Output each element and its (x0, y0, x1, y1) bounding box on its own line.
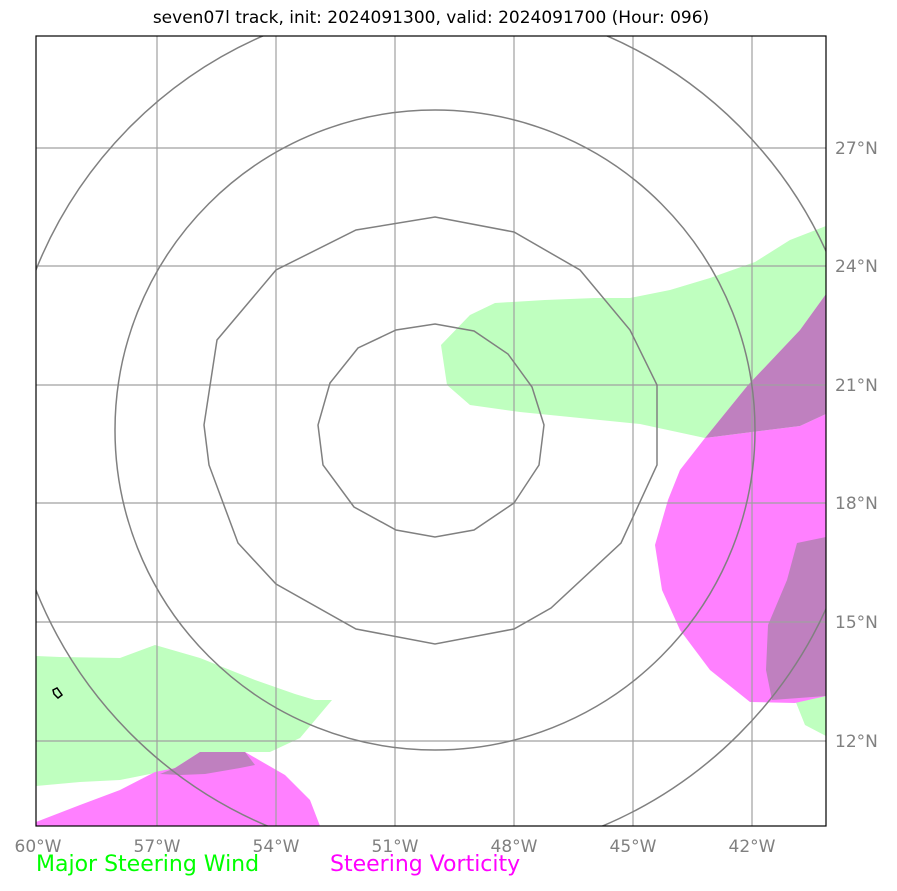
track-marker (52, 687, 64, 699)
map-title: seven07l track, init: 2024091300, valid:… (152, 8, 710, 28)
lon-tick-label: 60°W (15, 837, 62, 857)
lat-tick-label: 27°N (835, 139, 878, 159)
lat-tick-label: 12°N (835, 732, 878, 752)
overlap-region-southwest (160, 752, 255, 775)
lon-tick-labels: 60°W 57°W 54°W 51°W 48°W 45°W 42°W (15, 837, 776, 857)
overlap-region-southeast (766, 537, 826, 700)
lat-tick-label: 21°N (835, 376, 878, 396)
map-frame (35, 35, 827, 827)
lat-tick-labels: 27°N 24°N 21°N 18°N 15°N 12°N (835, 139, 878, 752)
distance-ring-2 (203, 216, 658, 645)
overlap-region-northeast (705, 294, 826, 438)
lon-tick-label: 54°W (253, 837, 300, 857)
steering-wind-region-southwest (36, 645, 332, 786)
distance-ring-3 (114, 109, 756, 751)
legend-steering-wind: Major Steering Wind (36, 852, 260, 877)
steering-wind-region-southeast (795, 696, 826, 736)
distance-rings (36, 36, 826, 826)
gridlines (36, 36, 826, 826)
lon-tick-label: 48°W (491, 837, 538, 857)
lon-tick-label: 51°W (372, 837, 419, 857)
steering-vorticity-region-southwest (36, 752, 320, 826)
lat-tick-label: 15°N (835, 613, 878, 633)
lon-tick-label: 57°W (134, 837, 181, 857)
lat-tick-label: 24°N (835, 257, 878, 277)
lat-tick-label: 18°N (835, 494, 878, 514)
lon-tick-label: 42°W (729, 837, 776, 857)
distance-ring-1 (317, 323, 545, 538)
legend-steering-vorticity: Steering Vorticity (330, 852, 521, 877)
lon-tick-label: 45°W (610, 837, 657, 857)
